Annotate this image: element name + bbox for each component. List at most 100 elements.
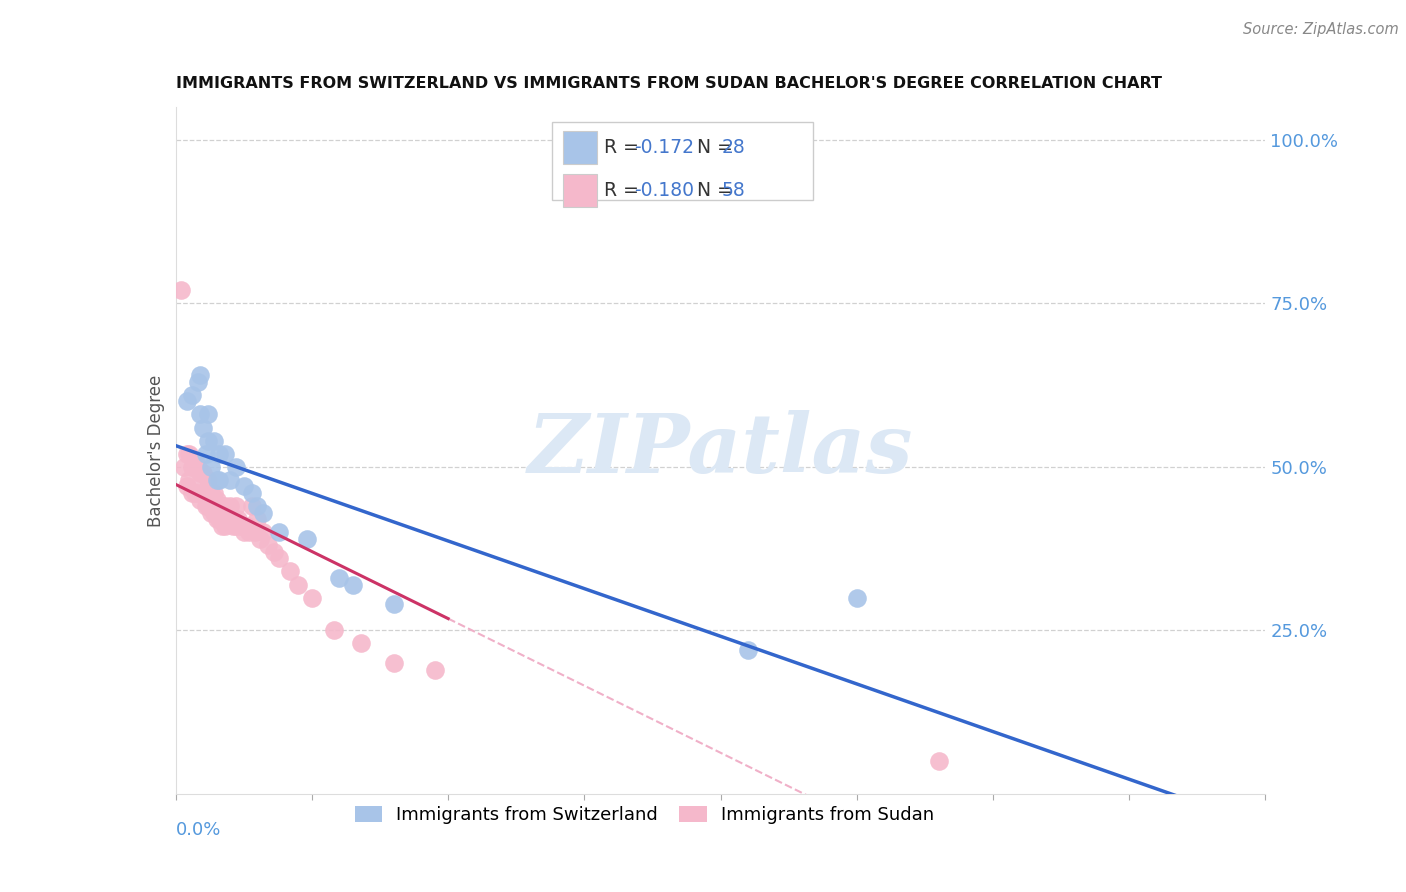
Point <box>181 388 204 402</box>
Point <box>263 545 285 559</box>
Point <box>342 577 364 591</box>
Point <box>231 518 253 533</box>
Point <box>186 375 209 389</box>
Point <box>737 643 759 657</box>
Point <box>188 492 211 507</box>
Point <box>188 408 211 422</box>
Point <box>246 512 269 526</box>
Text: 0.0%: 0.0% <box>176 822 221 839</box>
Point <box>217 506 239 520</box>
FancyBboxPatch shape <box>562 131 598 164</box>
Point <box>219 499 242 513</box>
Point <box>228 512 250 526</box>
Point <box>219 473 242 487</box>
Point <box>214 447 236 461</box>
Point <box>194 479 217 493</box>
Point <box>194 447 217 461</box>
Point <box>205 492 228 507</box>
Point <box>269 551 291 566</box>
Point <box>188 368 211 383</box>
Text: -0.180: -0.180 <box>634 181 695 200</box>
Point <box>208 499 231 513</box>
Point <box>176 394 198 409</box>
Text: IMMIGRANTS FROM SWITZERLAND VS IMMIGRANTS FROM SUDAN BACHELOR'S DEGREE CORRELATI: IMMIGRANTS FROM SWITZERLAND VS IMMIGRANT… <box>176 76 1161 91</box>
Point <box>219 512 242 526</box>
Point <box>225 518 247 533</box>
Point <box>181 459 204 474</box>
Point <box>269 525 291 540</box>
Point <box>202 506 225 520</box>
Point <box>184 486 207 500</box>
Point <box>322 624 344 638</box>
Point <box>194 499 217 513</box>
Point <box>173 459 195 474</box>
Point <box>246 499 269 513</box>
Point <box>243 525 266 540</box>
Point <box>232 479 254 493</box>
Point <box>188 467 211 481</box>
Text: N =: N = <box>685 138 738 157</box>
Point <box>191 467 214 481</box>
Point <box>200 506 222 520</box>
Point <box>240 486 263 500</box>
Point <box>208 447 231 461</box>
Point <box>197 408 219 422</box>
Point <box>170 283 193 297</box>
Text: R =: R = <box>605 181 645 200</box>
Point <box>179 447 201 461</box>
Point <box>235 518 257 533</box>
FancyBboxPatch shape <box>562 174 598 207</box>
Text: ZIPatlas: ZIPatlas <box>527 410 914 491</box>
Y-axis label: Bachelor's Degree: Bachelor's Degree <box>146 375 165 526</box>
Point <box>328 571 350 585</box>
Point <box>211 499 233 513</box>
Point <box>197 473 219 487</box>
Point <box>197 434 219 448</box>
Point <box>382 597 405 611</box>
Text: 58: 58 <box>721 181 745 200</box>
Point <box>186 459 209 474</box>
Point <box>197 499 219 513</box>
Point <box>211 518 233 533</box>
Point <box>278 565 301 579</box>
Legend: Immigrants from Switzerland, Immigrants from Sudan: Immigrants from Switzerland, Immigrants … <box>346 797 943 833</box>
Point <box>225 499 247 513</box>
Point <box>208 512 231 526</box>
Point <box>252 506 274 520</box>
Point <box>845 591 868 605</box>
Point <box>181 486 204 500</box>
Point <box>928 754 950 768</box>
Point <box>232 525 254 540</box>
Point <box>382 656 405 670</box>
Point <box>350 636 373 650</box>
Point <box>214 499 236 513</box>
Point <box>200 486 222 500</box>
Point <box>287 577 309 591</box>
Point <box>176 447 198 461</box>
Text: Source: ZipAtlas.com: Source: ZipAtlas.com <box>1243 22 1399 37</box>
Point <box>191 486 214 500</box>
Point <box>200 459 222 474</box>
Point <box>208 473 231 487</box>
Point <box>225 459 247 474</box>
Point <box>184 453 207 467</box>
Point <box>179 473 201 487</box>
Text: -0.172: -0.172 <box>634 138 695 157</box>
Point <box>205 512 228 526</box>
Point <box>423 663 446 677</box>
Point <box>257 538 280 552</box>
Point <box>249 532 271 546</box>
Point <box>202 434 225 448</box>
Point <box>240 499 263 513</box>
Point <box>186 486 209 500</box>
Point <box>238 525 260 540</box>
Point <box>222 518 245 533</box>
Point <box>214 518 236 533</box>
Point <box>202 486 225 500</box>
Point <box>295 532 318 546</box>
FancyBboxPatch shape <box>551 122 813 200</box>
Point <box>252 525 274 540</box>
Point <box>205 473 228 487</box>
Text: N =: N = <box>685 181 738 200</box>
Point <box>176 479 198 493</box>
